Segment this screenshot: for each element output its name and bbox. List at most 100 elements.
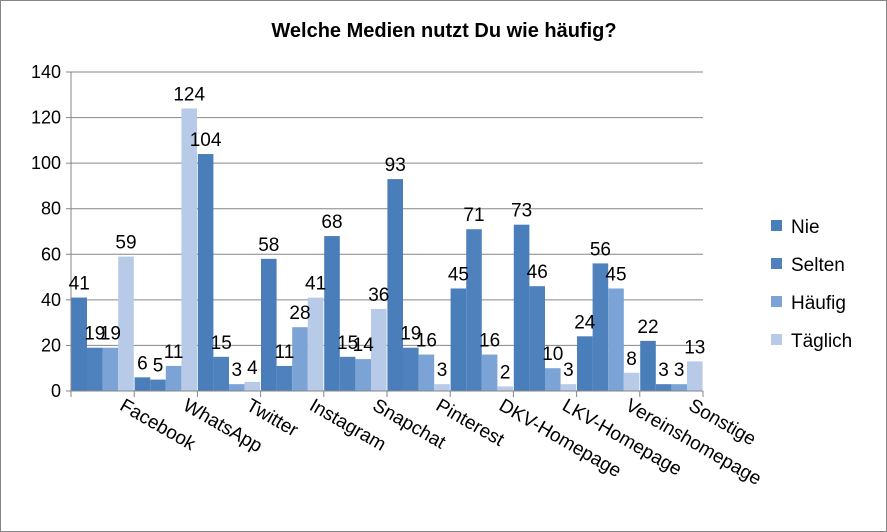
data-label: 4 (247, 358, 258, 379)
bar (671, 384, 687, 391)
legend-label: Selten (791, 255, 845, 276)
bars (71, 108, 703, 391)
legend-label: Häufig (791, 293, 846, 314)
y-tick-label: 60 (41, 244, 61, 264)
bar (355, 359, 371, 391)
gridlines (71, 71, 703, 346)
bar (102, 347, 119, 391)
bar (687, 361, 703, 391)
data-label: 3 (232, 360, 243, 381)
data-label: 16 (416, 331, 437, 352)
legend-swatch (771, 220, 782, 231)
data-label: 19 (400, 324, 421, 345)
data-label: 93 (385, 155, 406, 176)
bar (213, 356, 229, 391)
bar (307, 297, 324, 391)
data-label: 16 (479, 331, 500, 352)
data-label: 24 (574, 312, 596, 333)
data-label: 3 (437, 360, 448, 381)
bar (655, 384, 672, 391)
bar (371, 308, 387, 391)
data-label: 58 (258, 235, 279, 256)
data-label: 36 (368, 285, 389, 306)
data-label: 71 (463, 205, 484, 226)
data-label: 45 (605, 264, 626, 285)
bar (481, 354, 498, 391)
legend-label: Täglich (791, 331, 852, 352)
data-label: 10 (542, 344, 563, 365)
bar (466, 229, 482, 391)
bar (577, 336, 593, 391)
data-label: 3 (658, 360, 669, 381)
data-label: 41 (69, 274, 90, 295)
legend: Nie Selten Häufig Täglich (771, 217, 852, 352)
bar (623, 372, 640, 391)
bar (87, 347, 103, 391)
legend-label: Nie (791, 217, 820, 238)
y-tick-label: 20 (41, 335, 61, 355)
bar (640, 340, 656, 391)
data-label: 59 (115, 233, 136, 254)
legend-swatch (771, 258, 782, 269)
data-label: 22 (637, 317, 658, 338)
data-label: 56 (590, 239, 611, 260)
y-tick-label: 0 (51, 381, 61, 401)
bar (450, 288, 467, 391)
legend-swatch (771, 334, 782, 345)
bar (118, 256, 134, 391)
bar (592, 263, 609, 391)
bar (261, 258, 277, 391)
bar (387, 179, 403, 391)
bar (276, 365, 293, 391)
bar (244, 381, 261, 391)
data-label: 73 (511, 201, 532, 222)
bar (497, 386, 513, 391)
bar (324, 236, 340, 391)
data-label: 41 (305, 274, 326, 295)
data-label: 19 (100, 324, 121, 345)
data-label: 19 (84, 324, 105, 345)
data-label: 5 (153, 356, 164, 377)
bar (165, 365, 182, 391)
data-label: 2 (500, 362, 511, 383)
bar (529, 286, 545, 391)
bar (560, 384, 577, 391)
data-label: 68 (321, 212, 342, 233)
y-tick-label: 120 (31, 108, 61, 128)
data-label: 11 (164, 342, 184, 363)
bar (181, 108, 197, 391)
bar (150, 379, 166, 391)
data-label: 124 (173, 84, 205, 105)
data-label: 15 (211, 333, 232, 354)
data-label: 13 (684, 337, 705, 358)
bar (229, 384, 245, 391)
legend-swatch (771, 296, 782, 307)
bar (434, 384, 450, 391)
bar (71, 297, 87, 391)
bar (418, 354, 435, 391)
bar (608, 288, 624, 391)
data-label: 15 (337, 333, 358, 354)
y-tick-label: 100 (31, 153, 61, 173)
data-label: 6 (137, 353, 148, 374)
data-label: 45 (448, 264, 469, 285)
data-label: 28 (289, 303, 310, 324)
data-label: 46 (527, 262, 548, 283)
y-tick-label: 80 (41, 199, 61, 219)
y-tick-label: 40 (41, 290, 61, 310)
data-label: 3 (674, 360, 685, 381)
bar (545, 368, 561, 391)
data-label: 3 (563, 360, 574, 381)
bar (292, 327, 308, 391)
chart-title: Welche Medien nutzt Du wie häufig? (271, 20, 616, 42)
bar (339, 356, 356, 391)
bar (403, 347, 419, 391)
data-label: 8 (626, 349, 637, 370)
bar (197, 154, 214, 391)
data-label: 104 (190, 130, 222, 151)
bar (513, 224, 530, 391)
data-label: 14 (353, 335, 375, 356)
